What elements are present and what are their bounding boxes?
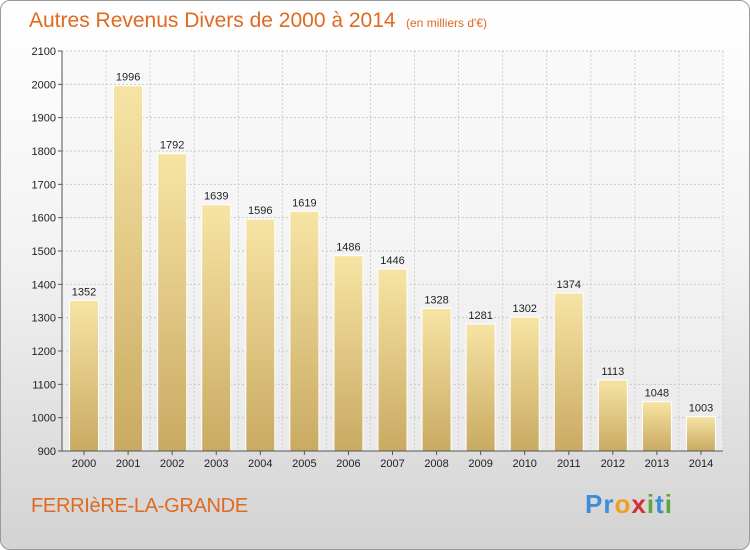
bar [553, 292, 584, 452]
bar-value-label: 1352 [72, 286, 96, 298]
x-tick-label: 2003 [204, 458, 228, 470]
logo-letter: i [646, 489, 656, 519]
bar-value-label: 1639 [204, 191, 228, 203]
bar-value-label: 1328 [424, 294, 448, 306]
x-tick-label: 2000 [72, 458, 96, 470]
logo-letter: o [614, 489, 632, 519]
bar [69, 299, 100, 452]
bar [509, 316, 540, 452]
chart-title: Autres Revenus Divers de 2000 à 2014 (en… [29, 9, 487, 33]
y-tick-label: 2000 [32, 79, 56, 91]
bar-value-label: 1596 [248, 205, 272, 217]
axis-layer: 900 1000 1100 1200 1300 1400 1500 1600 1700 1800 1… [32, 46, 723, 470]
x-tick-label: 2001 [116, 458, 140, 470]
x-tick-label: 2012 [601, 458, 625, 470]
x-tick-label: 2006 [336, 458, 360, 470]
bar [245, 218, 276, 452]
bar-value-label: 1486 [336, 242, 360, 254]
y-tick-label: 1400 [32, 279, 56, 291]
chart-title-unit: (en milliers d'€) [406, 16, 487, 30]
logo-letter: r [603, 489, 615, 519]
y-tick-label: 1800 [32, 146, 56, 158]
bar [685, 416, 716, 452]
bar [333, 255, 364, 452]
x-tick-label: 2009 [468, 458, 492, 470]
bar-value-label: 1374 [557, 279, 581, 291]
bar [597, 379, 628, 452]
y-tick-label: 1900 [32, 113, 56, 125]
logo-letter: i [664, 489, 673, 519]
bar-value-label: 1996 [116, 72, 140, 84]
bar [113, 85, 144, 452]
bar [641, 401, 672, 452]
bar-value-label: 1113 [601, 366, 624, 378]
y-tick-label: 1500 [32, 246, 56, 258]
bar-value-label: 1619 [292, 197, 316, 209]
bar-value-label: 1048 [645, 388, 669, 400]
x-tick-label: 2013 [645, 458, 669, 470]
y-tick-label: 1700 [32, 179, 56, 191]
bar-value-label: 1281 [468, 310, 492, 322]
x-tick-label: 2007 [380, 458, 404, 470]
bar [421, 307, 452, 452]
chart-title-main: Autres Revenus Divers de 2000 à 2014 [29, 9, 396, 32]
y-tick-label: 1300 [32, 313, 56, 325]
y-tick-label: 1000 [32, 413, 56, 425]
proxiti-logo: Proxiti [585, 489, 673, 520]
y-tick-label: 1200 [32, 346, 56, 358]
y-tick-label: 1100 [32, 379, 56, 391]
logo-letter: t [655, 489, 665, 519]
bar [289, 210, 320, 452]
x-tick-label: 2010 [512, 458, 536, 470]
bar-value-label: 1446 [380, 255, 404, 267]
bar [465, 323, 496, 452]
x-tick-label: 2011 [557, 458, 581, 470]
bar [201, 204, 232, 452]
bar-value-label: 1302 [512, 303, 536, 315]
logo-letter: x [631, 489, 647, 519]
y-tick-label: 900 [38, 446, 56, 458]
bar-value-label: 1003 [689, 403, 713, 415]
bar-layer: 1352 1996 1792 1639 1596 1619 1486 1446 1328 1281… [69, 72, 716, 452]
bar [377, 268, 408, 452]
x-tick-label: 2008 [424, 458, 448, 470]
x-tick-label: 2004 [248, 458, 272, 470]
logo-letter: P [585, 489, 604, 519]
commune-name: FERRIèRE-LA-GRANDE [31, 495, 248, 517]
y-tick-label: 1600 [32, 213, 56, 225]
x-tick-label: 2005 [292, 458, 316, 470]
x-tick-label: 2014 [689, 458, 713, 470]
bar-value-label: 1792 [160, 140, 184, 152]
x-tick-label: 2002 [160, 458, 184, 470]
bar [157, 153, 188, 452]
y-tick-label: 2100 [32, 46, 56, 58]
